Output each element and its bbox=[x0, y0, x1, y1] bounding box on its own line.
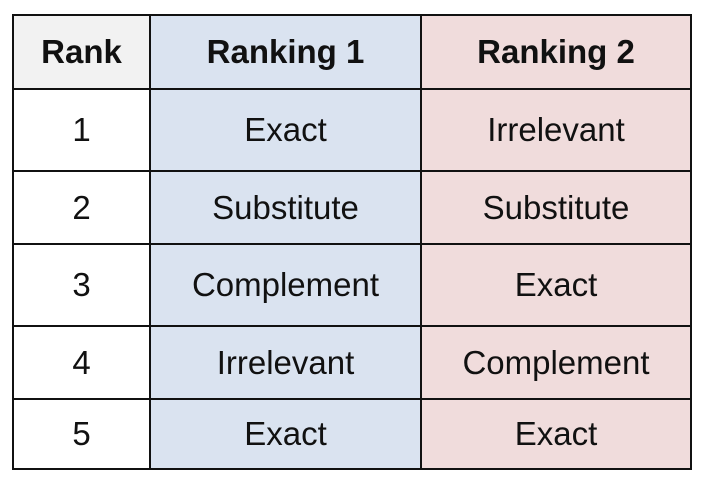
table-cell: Complement bbox=[151, 245, 422, 327]
table-cell: 5 bbox=[14, 400, 151, 468]
table-cell: Irrelevant bbox=[422, 90, 690, 172]
table-cell: Irrelevant bbox=[151, 327, 422, 400]
table-cell: Exact bbox=[151, 90, 422, 172]
table-cell: Substitute bbox=[422, 172, 690, 245]
table-cell: Substitute bbox=[151, 172, 422, 245]
header-cell: Ranking 2 bbox=[422, 16, 690, 90]
header-cell: Ranking 1 bbox=[151, 16, 422, 90]
table: Rank Ranking 1 Ranking 2 1 Exact Irrelevant 2 S… bbox=[12, 14, 692, 470]
table-cell: 3 bbox=[14, 245, 151, 327]
header-cell: Rank bbox=[14, 16, 151, 90]
table-cell: Exact bbox=[422, 400, 690, 468]
table-cell: 1 bbox=[14, 90, 151, 172]
table-cell: Exact bbox=[422, 245, 690, 327]
table-cell: 2 bbox=[14, 172, 151, 245]
table-cell: Complement bbox=[422, 327, 690, 400]
table-cell: Exact bbox=[151, 400, 422, 468]
table-cell: 4 bbox=[14, 327, 151, 400]
